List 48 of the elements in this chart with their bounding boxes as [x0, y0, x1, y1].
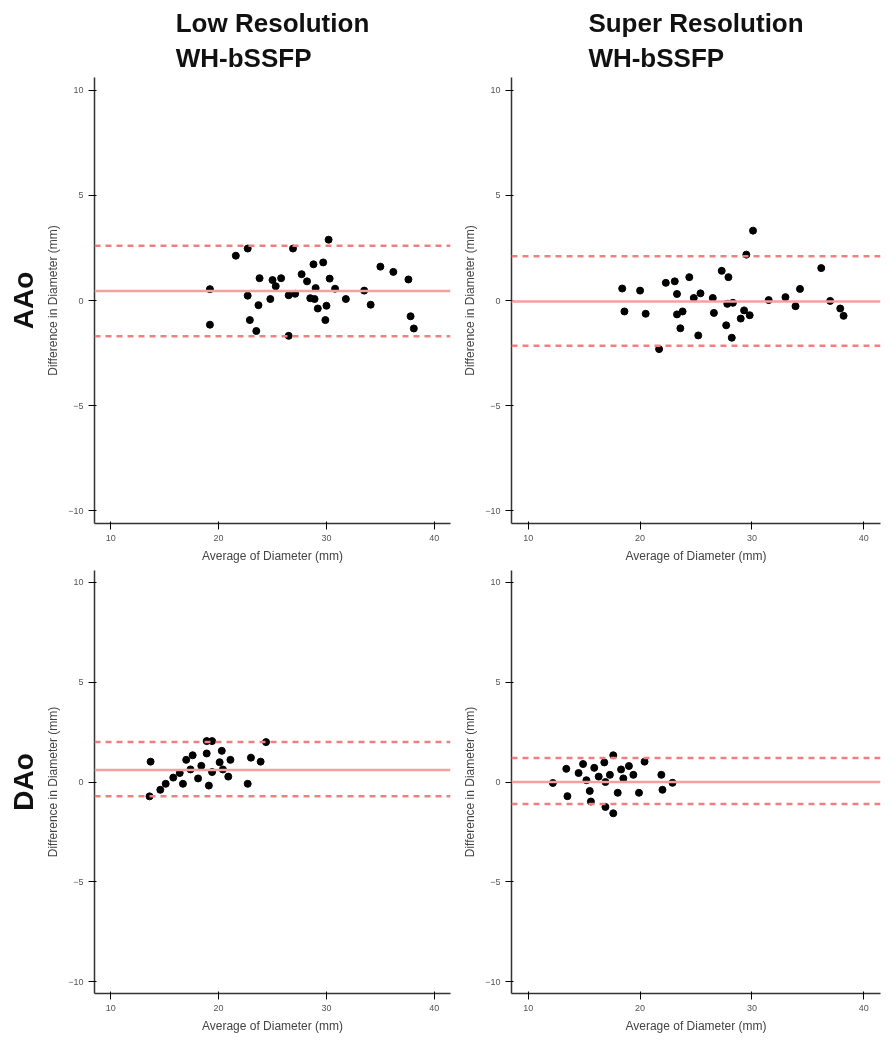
y-axis-title: Difference in Diameter (mm) — [46, 706, 61, 858]
x-tick-label: 40 — [429, 532, 440, 543]
y-tick-label: −10 — [68, 505, 84, 516]
x-tick-label: 30 — [321, 532, 332, 543]
x-tick-label: 10 — [105, 532, 116, 543]
y-tick-label: 0 — [495, 777, 501, 787]
y-tick-label: −5 — [73, 400, 84, 411]
x-tick-label: 30 — [746, 1002, 757, 1013]
x-tick-label: 30 — [321, 1002, 332, 1013]
chart-title: Super Resolution WH-bSSFP — [588, 8, 804, 73]
x-tick-label: 10 — [523, 532, 534, 543]
x-tick-label: 20 — [213, 1002, 224, 1013]
x-axis-title: Average of Diameter (mm) — [201, 548, 344, 563]
y-tick-label: 10 — [490, 85, 501, 96]
chart-title: Low Resolution WH-bSSFP — [175, 8, 370, 73]
y-tick-label: −10 — [485, 976, 501, 987]
y-tick-label: 0 — [78, 777, 84, 787]
y-tick-label: 5 — [495, 677, 501, 688]
y-tick-label: 10 — [73, 577, 84, 588]
y-axis-title: Difference in Diameter (mm) — [463, 225, 478, 376]
y-tick-label: −5 — [73, 876, 84, 887]
x-axis-title: Average of Diameter (mm) — [625, 548, 767, 563]
x-tick-label: 20 — [213, 532, 224, 543]
y-axis-title: Difference in Diameter (mm) — [463, 706, 478, 858]
y-tick-label: 5 — [495, 190, 501, 201]
text: DAo — [7, 753, 39, 811]
x-tick-label: 30 — [746, 532, 757, 543]
y-tick-label: 5 — [78, 677, 84, 688]
text: AAo — [7, 271, 39, 330]
x-tick-label: 40 — [429, 1002, 440, 1013]
x-tick-label: 40 — [858, 532, 869, 543]
x-tick-label: 40 — [858, 1002, 869, 1013]
y-tick-label: −10 — [485, 505, 501, 516]
y-axis-title: Difference in Diameter (mm) — [46, 225, 61, 376]
x-tick-label: 10 — [105, 1002, 116, 1013]
y-tick-label: −10 — [68, 976, 84, 987]
y-tick-label: 5 — [78, 190, 84, 201]
x-tick-label: 20 — [635, 1002, 646, 1013]
y-tick-label: 10 — [490, 577, 501, 588]
y-tick-label: 0 — [78, 295, 84, 306]
x-tick-label: 20 — [635, 532, 646, 543]
x-tick-label: 10 — [523, 1002, 534, 1013]
y-tick-label: −5 — [490, 400, 501, 411]
y-tick-label: −5 — [490, 876, 501, 887]
x-axis-title: Average of Diameter (mm) — [625, 1018, 767, 1033]
y-tick-label: 0 — [495, 295, 501, 306]
x-axis-title: Average of Diameter (mm) — [201, 1018, 344, 1033]
y-tick-label: 10 — [73, 85, 84, 96]
